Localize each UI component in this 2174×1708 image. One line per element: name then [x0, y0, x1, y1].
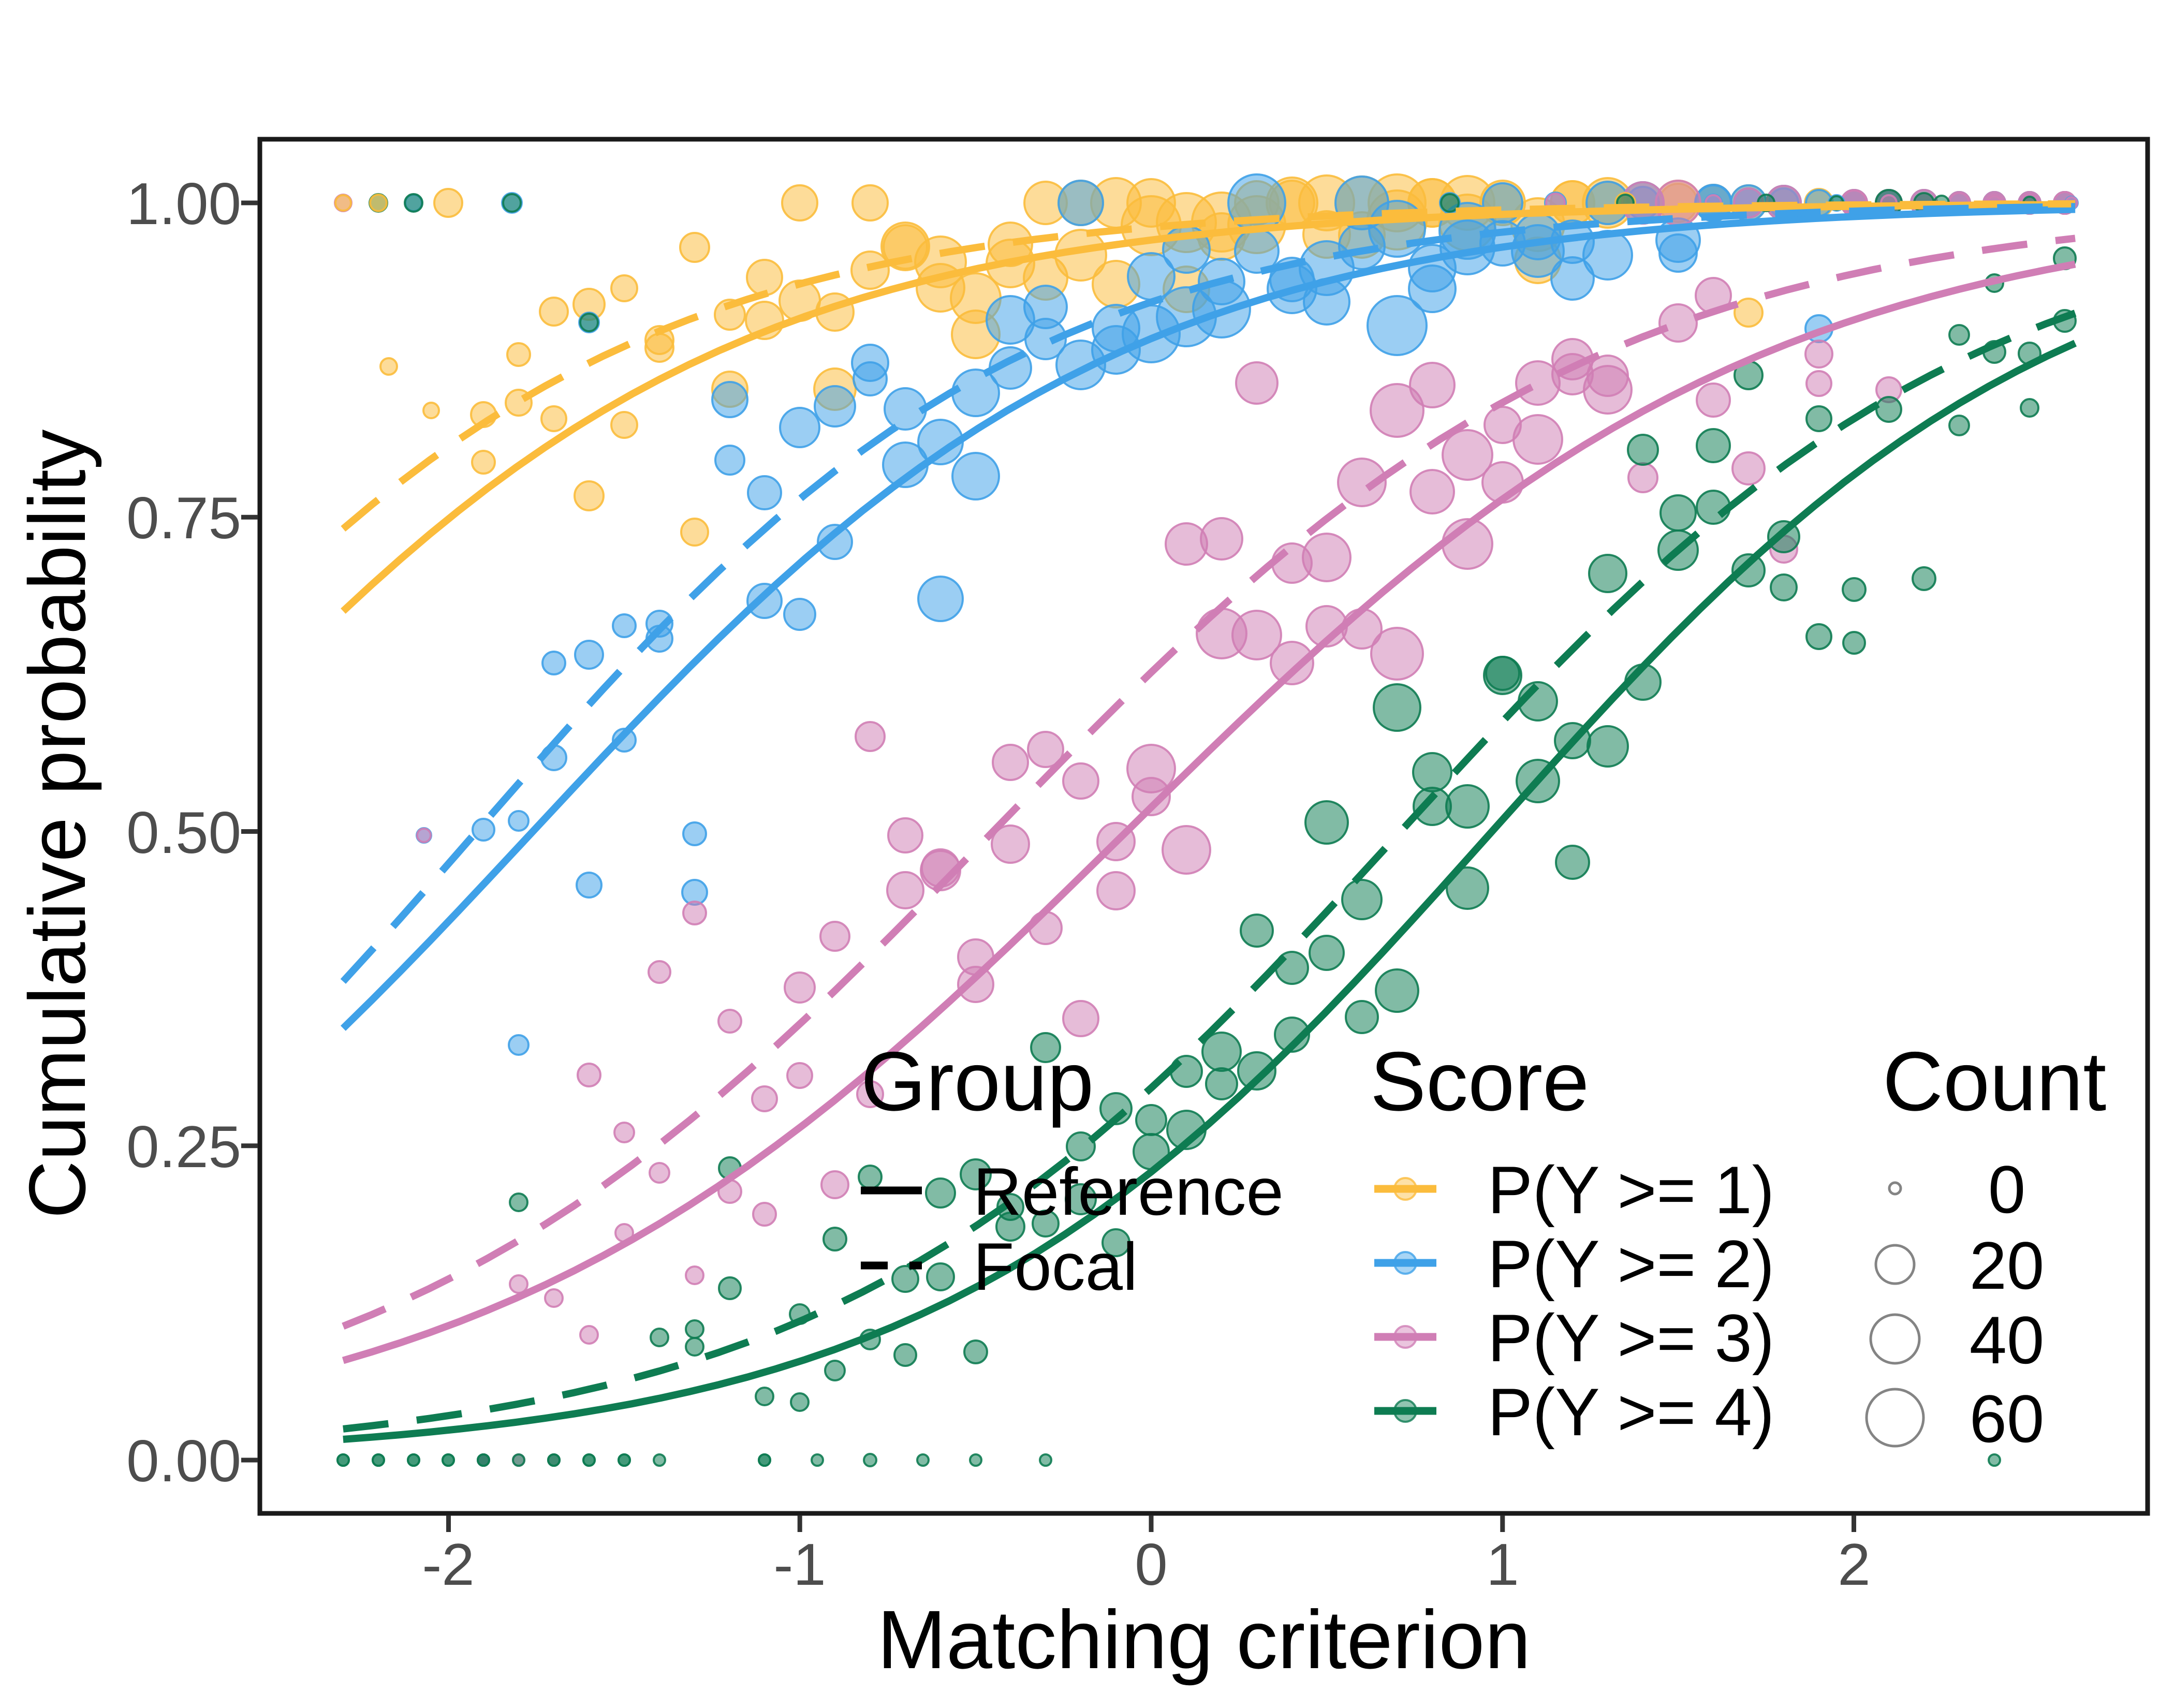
svg-text:0.00: 0.00 — [126, 1429, 241, 1494]
svg-text:0.50: 0.50 — [126, 800, 241, 866]
svg-text:P(Y >= 4): P(Y >= 4) — [1488, 1374, 1774, 1450]
svg-text:-2: -2 — [422, 1532, 474, 1598]
svg-text:Cumulative probability: Cumulative probability — [12, 429, 102, 1218]
svg-text:2: 2 — [1838, 1532, 1870, 1598]
svg-text:Score: Score — [1370, 1035, 1589, 1128]
svg-text:1.00: 1.00 — [126, 171, 241, 237]
svg-text:0.75: 0.75 — [126, 485, 241, 551]
svg-text:20: 20 — [1970, 1228, 2045, 1303]
svg-text:-1: -1 — [773, 1532, 826, 1598]
svg-text:0: 0 — [1135, 1532, 1167, 1598]
svg-text:0.25: 0.25 — [126, 1114, 241, 1180]
svg-text:1: 1 — [1486, 1532, 1519, 1598]
svg-text:Group: Group — [861, 1035, 1094, 1128]
svg-text:P(Y >= 2): P(Y >= 2) — [1488, 1226, 1774, 1302]
svg-text:P(Y >= 1): P(Y >= 1) — [1488, 1152, 1774, 1228]
svg-text:0: 0 — [1988, 1152, 2025, 1227]
svg-text:Focal: Focal — [973, 1229, 1138, 1304]
svg-text:Matching criterion: Matching criterion — [877, 1593, 1531, 1686]
svg-text:60: 60 — [1970, 1381, 2045, 1456]
svg-text:Count: Count — [1883, 1035, 2106, 1128]
svg-text:P(Y >= 3): P(Y >= 3) — [1488, 1300, 1774, 1376]
svg-text:Reference: Reference — [973, 1154, 1284, 1229]
svg-text:40: 40 — [1970, 1302, 2045, 1378]
